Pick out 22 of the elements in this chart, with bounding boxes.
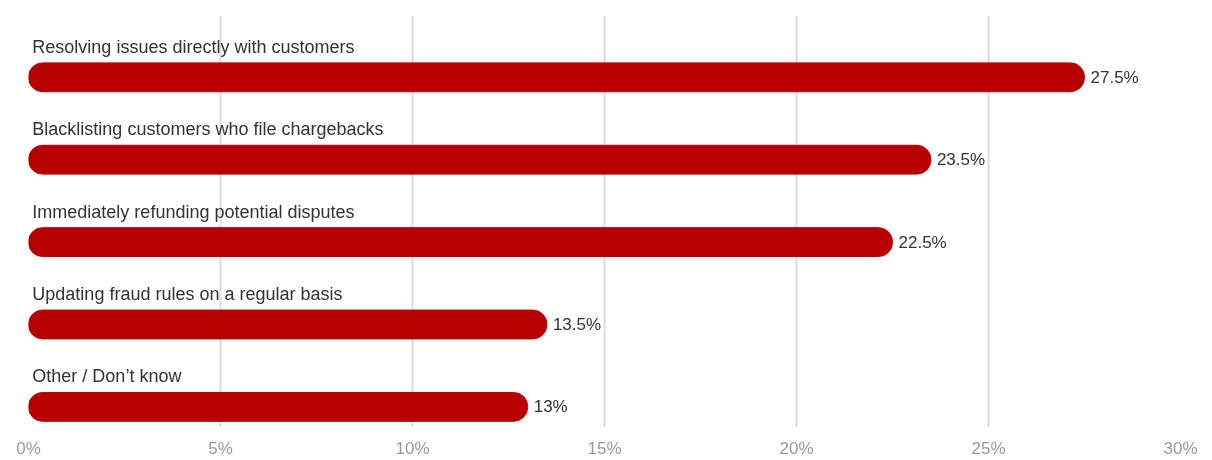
data-label: 22.5% [898,232,947,252]
data-label: 13.5% [552,315,602,334]
y-tick-label: Resolving issues directly with customers [32,36,355,57]
x-tick-label: 30% [1163,438,1198,458]
y-tick-label: Blacklisting customers who file chargebacks [32,119,384,140]
x-tick-label: 15% [587,438,622,458]
bar [28,227,893,258]
x-tick-label: 20% [779,438,814,458]
y-tick-label: Updating fraud rules on a regular basis [32,284,343,305]
x-tick-label: 25% [971,438,1006,458]
bar [28,62,1085,93]
bar [28,144,932,175]
y-tick-label: Immediately refunding potential disputes [32,201,355,222]
bar [28,309,548,340]
x-tick-label: 0% [16,438,41,458]
x-tick-label: 5% [208,438,233,458]
x-tick-label: 10% [395,438,430,458]
data-label: 27.5% [1090,67,1139,87]
data-label: 23.5% [936,150,986,170]
data-label: 13% [533,397,568,417]
bar [28,391,529,422]
y-tick-label: Other / Don’t know [32,366,183,387]
